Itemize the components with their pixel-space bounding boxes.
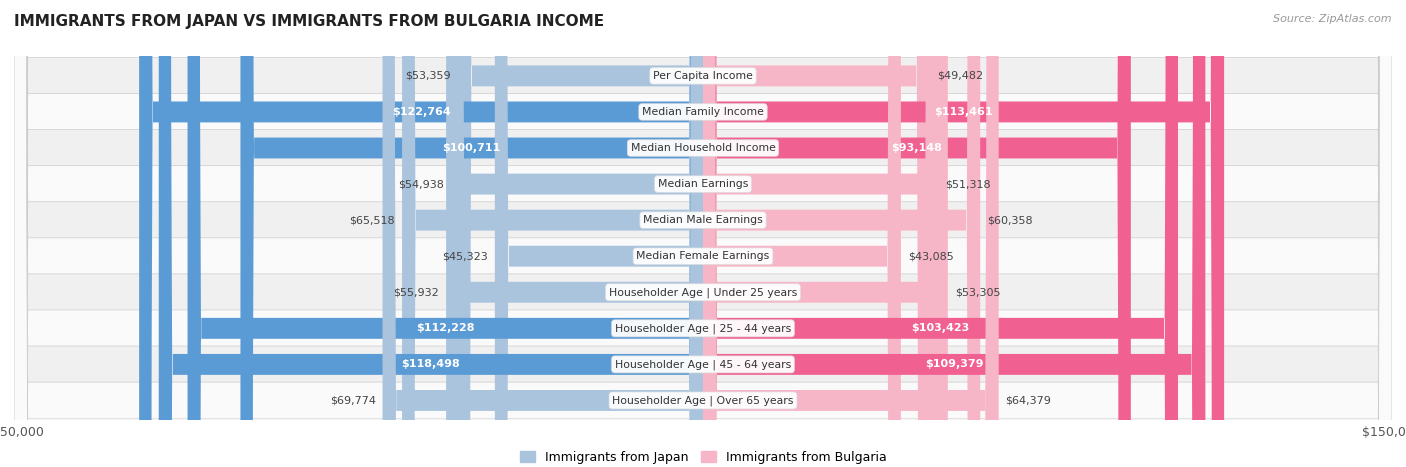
Text: $113,461: $113,461 — [934, 107, 993, 117]
Text: $43,085: $43,085 — [908, 251, 953, 261]
FancyBboxPatch shape — [703, 0, 948, 467]
FancyBboxPatch shape — [458, 0, 703, 467]
Text: $60,358: $60,358 — [987, 215, 1033, 225]
Text: $45,323: $45,323 — [443, 251, 488, 261]
Text: $55,932: $55,932 — [394, 287, 439, 297]
FancyBboxPatch shape — [139, 0, 703, 467]
FancyBboxPatch shape — [14, 0, 1392, 467]
Text: Median Male Earnings: Median Male Earnings — [643, 215, 763, 225]
Text: Householder Age | Under 25 years: Householder Age | Under 25 years — [609, 287, 797, 297]
FancyBboxPatch shape — [14, 0, 1392, 467]
Text: $54,938: $54,938 — [398, 179, 444, 189]
FancyBboxPatch shape — [14, 0, 1392, 467]
FancyBboxPatch shape — [14, 0, 1392, 467]
Text: $122,764: $122,764 — [392, 107, 450, 117]
Text: Householder Age | 25 - 44 years: Householder Age | 25 - 44 years — [614, 323, 792, 333]
FancyBboxPatch shape — [495, 0, 703, 467]
Text: $64,379: $64,379 — [1005, 396, 1052, 405]
FancyBboxPatch shape — [159, 0, 703, 467]
FancyBboxPatch shape — [703, 0, 980, 467]
Text: Median Family Income: Median Family Income — [643, 107, 763, 117]
Text: Median Household Income: Median Household Income — [630, 143, 776, 153]
FancyBboxPatch shape — [402, 0, 703, 467]
Text: $69,774: $69,774 — [329, 396, 375, 405]
FancyBboxPatch shape — [14, 0, 1392, 467]
FancyBboxPatch shape — [703, 0, 1225, 467]
Text: $93,148: $93,148 — [891, 143, 942, 153]
FancyBboxPatch shape — [703, 0, 901, 467]
FancyBboxPatch shape — [14, 0, 1392, 467]
FancyBboxPatch shape — [14, 0, 1392, 467]
FancyBboxPatch shape — [703, 0, 939, 467]
FancyBboxPatch shape — [703, 0, 1178, 467]
Legend: Immigrants from Japan, Immigrants from Bulgaria: Immigrants from Japan, Immigrants from B… — [515, 446, 891, 467]
FancyBboxPatch shape — [451, 0, 703, 467]
FancyBboxPatch shape — [703, 0, 998, 467]
Text: Source: ZipAtlas.com: Source: ZipAtlas.com — [1274, 14, 1392, 24]
Text: Householder Age | 45 - 64 years: Householder Age | 45 - 64 years — [614, 359, 792, 370]
FancyBboxPatch shape — [14, 0, 1392, 467]
Text: $103,423: $103,423 — [911, 323, 970, 333]
Text: $118,498: $118,498 — [402, 360, 460, 369]
Text: $100,711: $100,711 — [443, 143, 501, 153]
FancyBboxPatch shape — [446, 0, 703, 467]
Text: Per Capita Income: Per Capita Income — [652, 71, 754, 81]
Text: IMMIGRANTS FROM JAPAN VS IMMIGRANTS FROM BULGARIA INCOME: IMMIGRANTS FROM JAPAN VS IMMIGRANTS FROM… — [14, 14, 605, 29]
FancyBboxPatch shape — [703, 0, 1130, 467]
Text: $109,379: $109,379 — [925, 360, 983, 369]
Text: $51,318: $51,318 — [946, 179, 991, 189]
FancyBboxPatch shape — [14, 0, 1392, 467]
FancyBboxPatch shape — [703, 0, 931, 467]
Text: $49,482: $49,482 — [938, 71, 983, 81]
FancyBboxPatch shape — [382, 0, 703, 467]
Text: $53,359: $53,359 — [405, 71, 451, 81]
Text: Median Earnings: Median Earnings — [658, 179, 748, 189]
Text: Householder Age | Over 65 years: Householder Age | Over 65 years — [612, 395, 794, 406]
Text: $53,305: $53,305 — [955, 287, 1000, 297]
FancyBboxPatch shape — [187, 0, 703, 467]
FancyBboxPatch shape — [14, 0, 1392, 467]
Text: $65,518: $65,518 — [350, 215, 395, 225]
Text: Median Female Earnings: Median Female Earnings — [637, 251, 769, 261]
FancyBboxPatch shape — [703, 0, 1205, 467]
Text: $112,228: $112,228 — [416, 323, 474, 333]
FancyBboxPatch shape — [240, 0, 703, 467]
